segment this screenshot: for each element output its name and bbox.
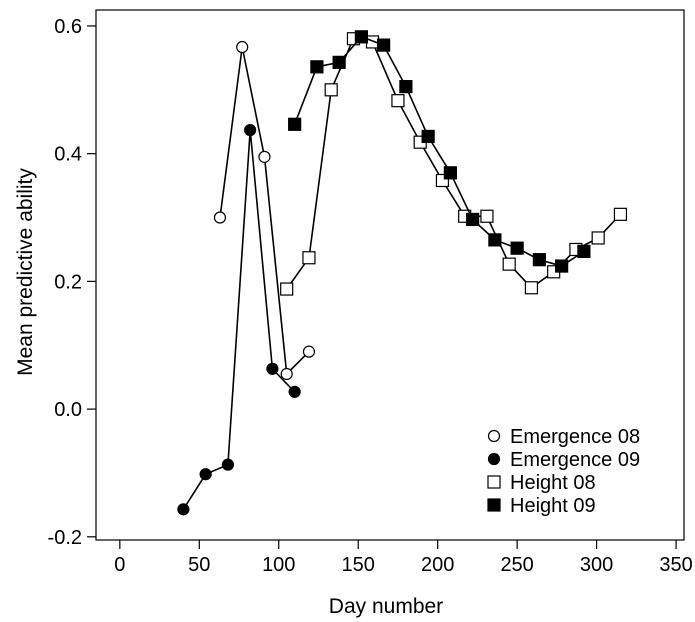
legend-marker [487,475,501,489]
x-tick-label: 0 [114,554,125,576]
data-point [421,129,435,144]
data-point [524,281,539,295]
legend-marker [487,429,501,443]
y-tick-label: 0.6 [54,16,82,38]
legend-item-emergence-09: Emergence 09 [487,449,640,471]
data-point [280,282,294,296]
legend-item-emergence-08: Emergence 08 [487,426,640,448]
data-point [302,345,316,358]
data-point [266,362,279,375]
data-point [377,38,391,52]
data-point [302,251,316,265]
data-point [591,231,605,245]
x-tick-label: 50 [188,554,210,576]
data-point [399,80,413,94]
y-axis-title: Mean predictive ability [14,168,37,376]
data-point [221,458,235,471]
series-height-08 [280,32,628,296]
data-point [332,55,346,69]
x-tick-label: 150 [342,554,375,576]
data-point [354,30,368,44]
legend-marker [487,452,501,466]
data-point [480,209,494,223]
data-point [288,385,301,398]
legend-label: Emergence 09 [510,449,640,471]
data-point [488,233,502,247]
x-tick-label: 300 [580,554,613,576]
axes-layer: 0 50 100 150 200 250 300 350 -0.2 0.0 0.2 0.4 0.6 [48,9,693,576]
series-layer [177,30,628,516]
data-point [391,94,405,108]
x-tick-label: 100 [262,554,295,576]
legend-marker [487,498,501,512]
data-point [502,257,516,271]
data-point [324,83,338,97]
data-point [613,207,628,221]
series-emergence-08 [213,40,316,381]
data-point [236,40,249,54]
y-tick-label: 0.2 [54,271,82,293]
plot-frame [95,9,685,541]
data-point [177,503,190,516]
data-point [288,117,302,131]
legend-label: Emergence 08 [510,426,640,448]
y-tick-label: 0.0 [54,399,82,421]
data-point [213,211,227,224]
data-point [443,166,457,180]
x-tick-label: 250 [500,554,533,576]
data-point [577,244,591,258]
x-tick-label: 200 [421,554,454,576]
legend-label: Height 08 [510,472,596,494]
series-height-09 [288,30,591,273]
data-point [466,212,480,227]
data-point [510,241,524,255]
data-point [555,259,569,273]
legend-item-height-08: Height 08 [487,472,596,494]
x-axis-title: Day number [329,595,443,618]
y-tick-label: 0.4 [54,144,82,166]
data-point [532,253,546,267]
series-emergence-09 [177,123,301,516]
data-point [258,150,271,163]
data-point [244,123,257,137]
x-tick-label: 350 [659,554,692,576]
y-tick-label: -0.2 [48,527,82,549]
data-point [199,468,212,481]
data-point [280,367,293,381]
data-point [310,60,324,74]
legend-label: Height 09 [510,495,596,517]
legend-item-height-09: Height 09 [487,495,596,517]
